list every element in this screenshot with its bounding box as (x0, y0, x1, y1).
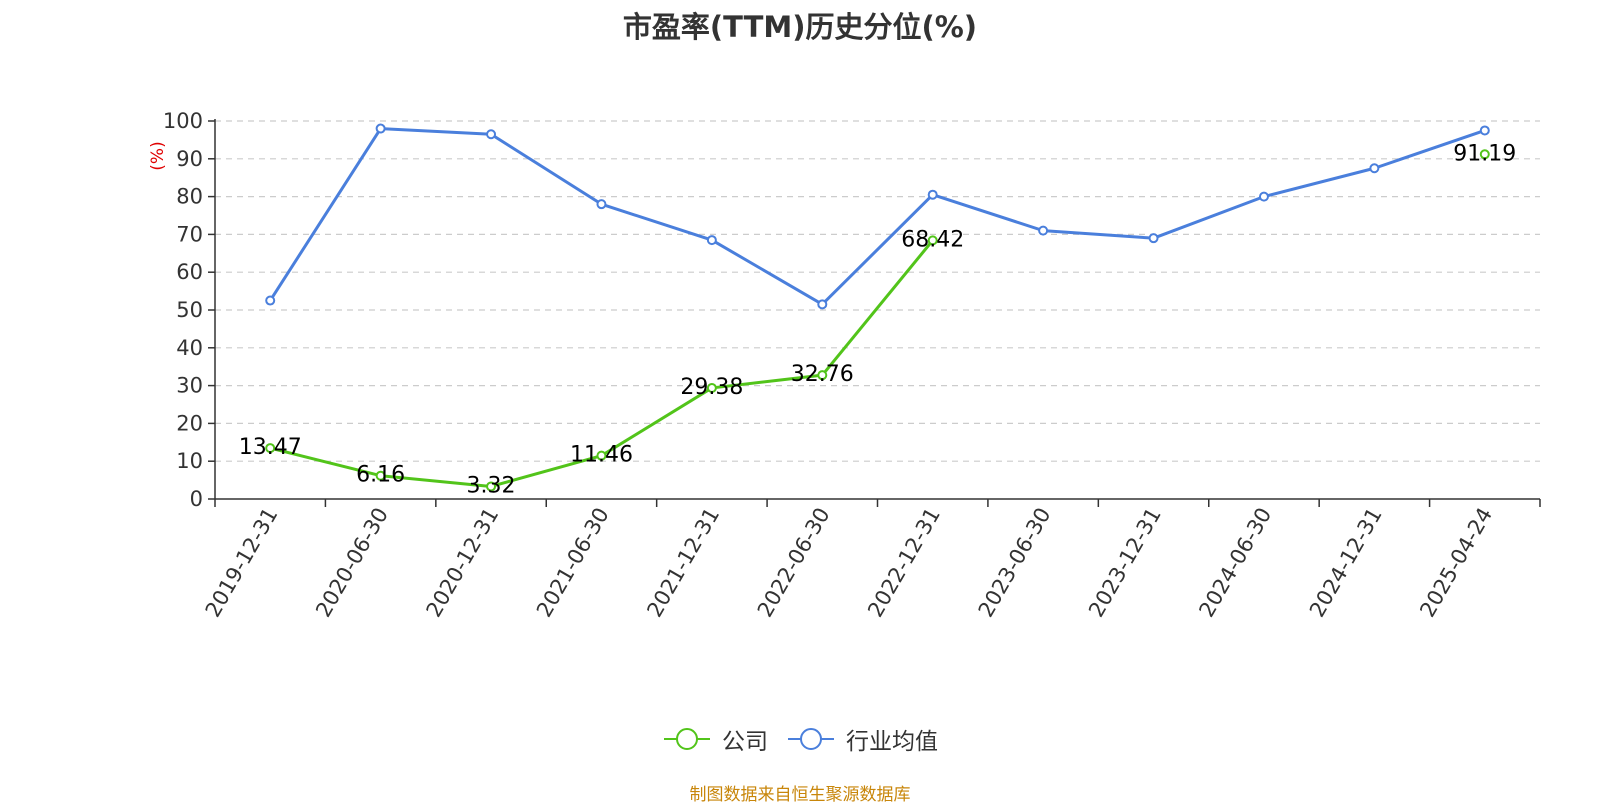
y-tick-label-30: 30 (176, 374, 203, 398)
x-tick-label-2022-06-30: 2022-06-30 (753, 504, 835, 622)
point-industry-2022-12-31 (927, 189, 938, 200)
point-industry-2020-12-31 (486, 129, 497, 140)
point-industry-2023-12-31 (1148, 233, 1159, 244)
x-tick-label-2024-12-31: 2024-12-31 (1305, 504, 1387, 622)
grid-lines (215, 120, 1540, 462)
y-tick-label-0: 0 (190, 487, 203, 511)
point-industry-2019-12-31 (265, 295, 276, 306)
point-company-2025-04-24 (1479, 149, 1490, 160)
y-tick-label-90: 90 (176, 147, 203, 171)
legend: 公司 行业均值 (0, 722, 1600, 756)
x-tick-label-2025-04-24: 2025-04-24 (1415, 504, 1497, 622)
y-tick-label-20: 20 (176, 411, 203, 435)
legend-item-company[interactable]: 公司 (662, 722, 768, 756)
y-tick-label-40: 40 (176, 336, 203, 360)
x-tick-label-2019-12-31: 2019-12-31 (201, 504, 283, 622)
point-industry-2022-06-30 (817, 299, 828, 310)
point-company-2022-12-31 (927, 235, 938, 246)
data-label-company-2020-12-31: 3.32 (467, 473, 516, 498)
series-line-industry (268, 127, 1486, 306)
x-tick-label-2021-06-30: 2021-06-30 (532, 504, 614, 622)
chart-title: 市盈率(TTM)历史分位(%) (622, 10, 978, 44)
axes (208, 119, 1541, 507)
x-tick-label-2024-06-30: 2024-06-30 (1194, 504, 1276, 622)
x-tick-label-2020-06-30: 2020-06-30 (311, 504, 393, 622)
data-labels: 13.47 6.16 3.32 11.46 29.38 32.76 68.42 91.19 (239, 141, 1517, 498)
data-label-company-2021-12-31: 29.38 (680, 375, 743, 400)
point-company-2020-06-30 (375, 470, 386, 481)
point-company-2021-12-31 (706, 382, 717, 393)
point-industry-2020-06-30 (375, 123, 386, 134)
legend-item-industry[interactable]: 行业均值 (786, 722, 938, 756)
data-label-company-2022-12-31: 68.42 (901, 227, 964, 252)
data-label-company-2019-12-31: 13.47 (239, 435, 302, 460)
y-tick-label-100: 100 (163, 109, 203, 133)
point-company-2021-06-30 (596, 450, 607, 461)
point-industry-2024-06-30 (1258, 191, 1269, 202)
source-note: 制图数据来自恒生聚源数据库 (689, 785, 911, 805)
y-tick-labels: 0 10 20 30 40 50 60 70 80 90 100 (163, 109, 203, 511)
x-tick-label-2023-06-30: 2023-06-30 (974, 504, 1056, 622)
point-industry-2024-12-31 (1369, 163, 1380, 174)
point-company-2019-12-31 (265, 443, 276, 454)
legend-label-company: 公司 (722, 729, 768, 755)
point-industry-2023-06-30 (1038, 225, 1049, 236)
data-label-company-2022-06-30: 32.76 (791, 362, 854, 387)
point-industry-2025-04-24 (1479, 125, 1490, 136)
x-tick-label-2023-12-31: 2023-12-31 (1084, 504, 1166, 622)
x-tick-label-2020-12-31: 2020-12-31 (422, 503, 504, 621)
y-tick-label-10: 10 (176, 449, 203, 473)
y-tick-label-60: 60 (176, 260, 203, 284)
series-group (265, 123, 1490, 492)
data-label-company-2021-06-30: 11.46 (570, 443, 633, 468)
legend-marker-industry-icon (788, 728, 834, 750)
point-company-2022-06-30 (817, 370, 828, 381)
data-label-company-2020-06-30: 6.16 (356, 463, 405, 488)
point-industry-2021-06-30 (596, 199, 607, 210)
data-label-company-2025-04-24: 91.19 (1453, 141, 1516, 166)
y-tick-label-50: 50 (176, 298, 203, 322)
y-axis-label: (%) (148, 141, 168, 170)
x-tick-label-2022-12-31: 2022-12-31 (863, 503, 945, 621)
y-tick-label-80: 80 (176, 185, 203, 209)
y-tick-label-70: 70 (176, 222, 203, 246)
legend-label-industry: 行业均值 (846, 729, 938, 755)
point-industry-2021-12-31 (706, 235, 717, 246)
point-company-2020-12-31 (486, 481, 497, 492)
legend-marker-company-icon (664, 728, 710, 750)
x-tick-labels: 2019-12-31 2020-06-30 2020-12-31 2021-06-30… (201, 503, 1497, 621)
chart-area: 0 10 20 30 40 50 60 70 80 90 100 2019-12-31 2020-06… (148, 109, 1541, 621)
x-tick-label-2021-12-31: 2021-12-31 (642, 504, 724, 622)
series-line-company (270, 154, 1485, 486)
